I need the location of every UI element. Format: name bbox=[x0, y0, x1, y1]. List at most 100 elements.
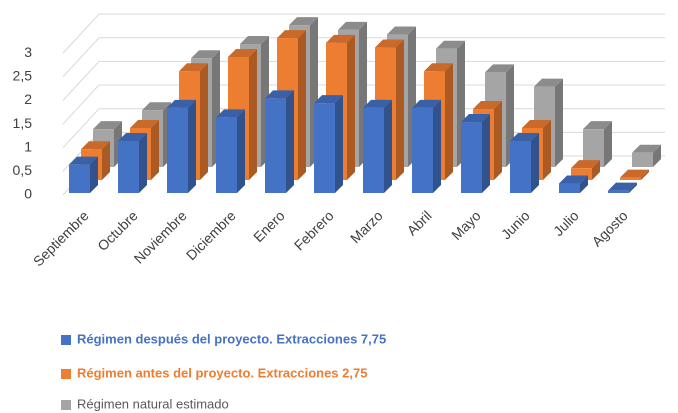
column bbox=[608, 182, 637, 193]
bar bbox=[265, 98, 286, 193]
x-tick-label: Septiembre bbox=[30, 207, 92, 269]
column-side bbox=[580, 175, 588, 193]
column-top bbox=[289, 17, 318, 26]
column-top bbox=[608, 182, 637, 191]
column bbox=[167, 99, 196, 193]
bar bbox=[167, 107, 188, 193]
x-tick-label: Marzo bbox=[347, 207, 386, 246]
column-top bbox=[69, 156, 98, 165]
column-top bbox=[473, 101, 502, 110]
x-tick-label: Octubre bbox=[94, 207, 141, 254]
column-top bbox=[375, 39, 404, 48]
column-side bbox=[90, 156, 98, 193]
column bbox=[620, 169, 649, 180]
column-side bbox=[653, 144, 661, 167]
column-side bbox=[531, 132, 539, 193]
column-side bbox=[629, 182, 637, 193]
bar bbox=[632, 152, 653, 167]
column-side bbox=[249, 49, 257, 180]
grid-line bbox=[62, 84, 665, 125]
bar bbox=[216, 117, 237, 193]
column-top bbox=[424, 63, 453, 72]
x-tick-label: Noviembre bbox=[131, 207, 190, 266]
column-side bbox=[347, 34, 355, 180]
column-side bbox=[396, 39, 404, 181]
column-top bbox=[179, 63, 208, 72]
grid-line bbox=[62, 37, 665, 78]
column-top bbox=[81, 141, 110, 150]
column-side bbox=[237, 109, 245, 193]
column-top bbox=[387, 26, 416, 35]
column-top bbox=[167, 99, 196, 108]
column-top bbox=[240, 36, 269, 45]
column-side bbox=[139, 132, 147, 193]
bar bbox=[461, 122, 482, 193]
column-side bbox=[384, 99, 392, 193]
bar bbox=[412, 107, 433, 193]
legend-swatch bbox=[61, 369, 71, 379]
column-side bbox=[592, 160, 600, 180]
y-tick-label: 2,5 bbox=[13, 67, 33, 83]
column bbox=[559, 175, 588, 193]
legend-label: Régimen antes del proyecto. Extracciones… bbox=[77, 365, 367, 380]
column-side bbox=[445, 63, 453, 180]
column-top bbox=[632, 144, 661, 153]
column-side bbox=[335, 95, 343, 193]
y-tick-label: 1 bbox=[24, 138, 32, 154]
legend-label: Régimen natural estimado bbox=[77, 396, 229, 411]
y-tick-label: 0 bbox=[24, 186, 32, 202]
column-side bbox=[604, 121, 612, 167]
x-tick-label: Julio bbox=[550, 207, 582, 239]
y-tick-label: 1,5 bbox=[13, 115, 33, 131]
column-side bbox=[494, 101, 502, 180]
column bbox=[583, 121, 612, 167]
x-tick-label: Junio bbox=[498, 207, 533, 242]
column bbox=[265, 90, 294, 193]
column-top bbox=[277, 30, 306, 39]
column-top bbox=[485, 64, 514, 73]
bar bbox=[571, 168, 592, 180]
column bbox=[461, 114, 490, 193]
column-top bbox=[522, 119, 551, 128]
column-top bbox=[118, 132, 147, 141]
column bbox=[314, 95, 343, 193]
column bbox=[363, 99, 392, 193]
bar bbox=[620, 177, 641, 180]
y-tick-label: 0,5 bbox=[13, 162, 33, 178]
column-top bbox=[559, 175, 588, 184]
y-tick-label: 2 bbox=[24, 91, 32, 107]
column-side bbox=[188, 99, 196, 193]
column-top bbox=[436, 40, 465, 49]
bar bbox=[69, 164, 90, 193]
bar bbox=[608, 190, 629, 193]
column-side bbox=[641, 169, 649, 180]
column-top bbox=[620, 169, 649, 178]
x-tick-label: Febrero bbox=[291, 207, 337, 253]
column-side bbox=[151, 119, 159, 180]
column-side bbox=[298, 30, 306, 180]
column-top bbox=[326, 34, 355, 43]
column bbox=[118, 132, 147, 193]
column bbox=[216, 109, 245, 193]
column bbox=[571, 160, 600, 180]
column-side bbox=[200, 63, 208, 180]
x-tick-label: Mayo bbox=[448, 207, 484, 243]
bar bbox=[583, 129, 604, 167]
column bbox=[412, 99, 441, 193]
column-side bbox=[286, 90, 294, 193]
legend-swatch bbox=[61, 400, 71, 410]
column-top bbox=[510, 132, 539, 141]
column-top bbox=[534, 78, 563, 87]
bar bbox=[559, 183, 580, 193]
grid-line bbox=[62, 60, 665, 101]
column-top bbox=[314, 95, 343, 104]
x-tick-label: Abril bbox=[404, 207, 435, 238]
column-side bbox=[482, 114, 490, 193]
column-top bbox=[228, 49, 257, 58]
column-top bbox=[142, 102, 171, 111]
column-top bbox=[93, 121, 122, 130]
y-tick-label: 3 bbox=[24, 44, 32, 60]
column-side bbox=[102, 141, 110, 180]
column-side bbox=[543, 119, 551, 180]
column-top bbox=[412, 99, 441, 108]
